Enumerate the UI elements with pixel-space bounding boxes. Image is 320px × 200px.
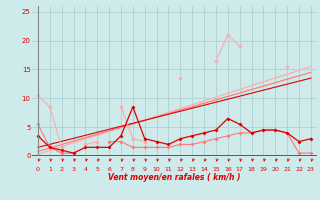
X-axis label: Vent moyen/en rafales ( km/h ): Vent moyen/en rafales ( km/h ) — [108, 174, 241, 182]
